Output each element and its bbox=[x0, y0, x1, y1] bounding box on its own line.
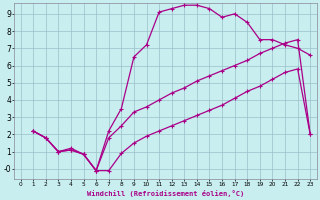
X-axis label: Windchill (Refroidissement éolien,°C): Windchill (Refroidissement éolien,°C) bbox=[87, 190, 244, 197]
